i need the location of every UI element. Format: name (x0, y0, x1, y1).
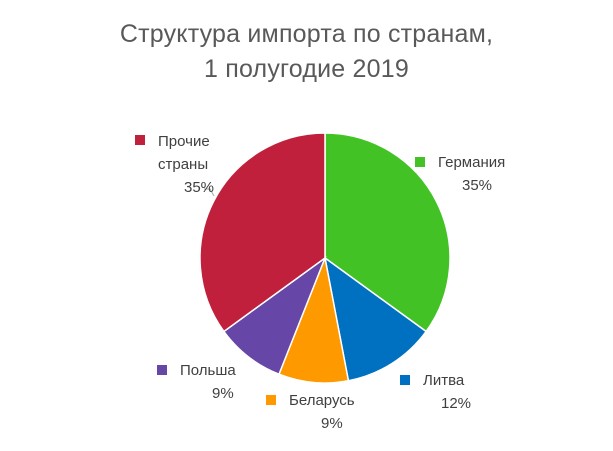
slice-value-label-3: 9% (321, 415, 343, 432)
chart-title-line-2: 1 полугодие 2019 (204, 55, 409, 83)
label-marker-3 (266, 395, 276, 405)
slice-name-label-5-line-1: Прочие (158, 133, 210, 150)
slice-value-label-4: 9% (212, 385, 234, 402)
pie-slice-2 (323, 256, 428, 382)
slice-name-label-4: Польша (180, 362, 236, 379)
slice-value-label-2: 12% (441, 395, 471, 412)
slice-value-label-1: 35% (462, 177, 492, 194)
label-marker-1 (415, 157, 425, 167)
pie-slice-5 (199, 132, 326, 333)
slice-name-label-1: Германия (438, 154, 505, 171)
slice-name-label-2: Литва (423, 372, 465, 389)
chart-title-line-1: Структура импорта по странам, (119, 20, 494, 48)
slice-value-label-5: 35% (184, 179, 214, 196)
slice-name-label-3: Беларусь (289, 392, 355, 409)
label-marker-4 (157, 365, 167, 375)
label-marker-5 (135, 135, 145, 145)
pie-slice-1 (324, 132, 451, 333)
leader-line (204, 188, 215, 197)
slice-name-label-5-line-2: страны (158, 156, 208, 173)
label-marker-2 (400, 375, 410, 385)
